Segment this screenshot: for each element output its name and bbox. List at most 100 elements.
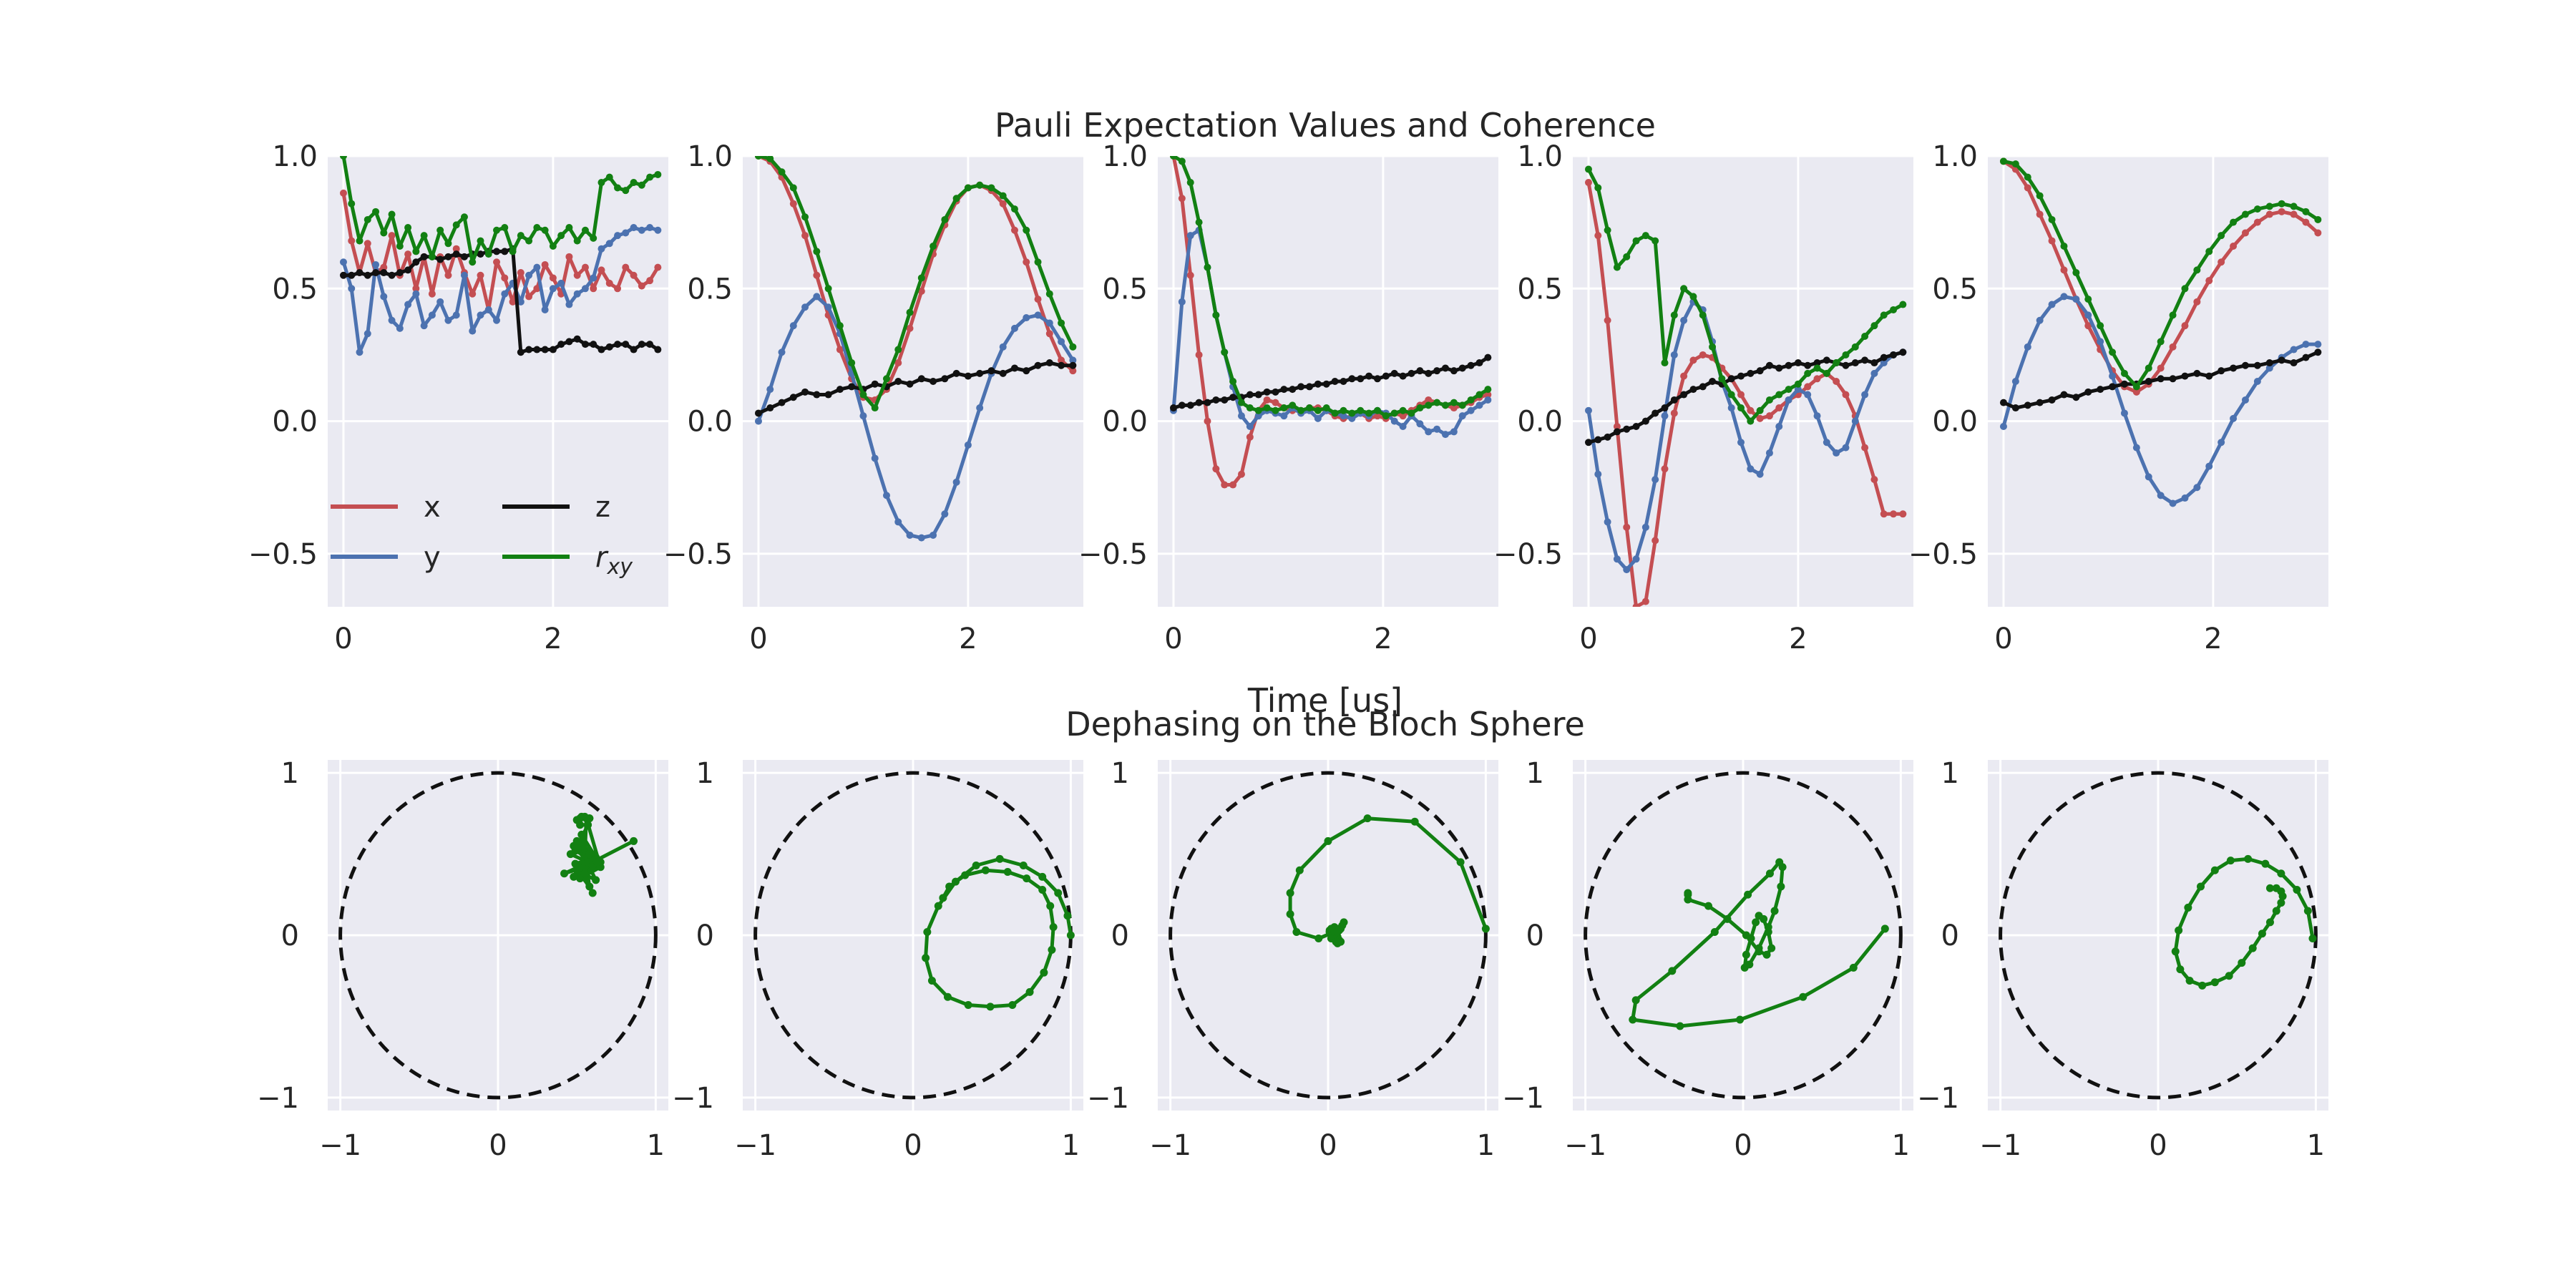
trajectory-point xyxy=(2265,918,2274,927)
point-rxy xyxy=(2302,208,2310,215)
point-rxy xyxy=(638,181,645,189)
point-rxy xyxy=(813,248,821,255)
point-x xyxy=(789,200,797,208)
point-z xyxy=(638,341,645,348)
point-rxy xyxy=(1237,399,1245,406)
point-rxy xyxy=(1450,399,1458,406)
point-rxy xyxy=(380,229,388,237)
point-rxy xyxy=(836,322,844,330)
trajectory-point xyxy=(2277,899,2285,907)
trajectory-point xyxy=(1048,945,1056,954)
point-y xyxy=(339,258,347,266)
trajectory-point xyxy=(939,894,947,902)
point-x xyxy=(573,271,581,279)
point-x xyxy=(2132,388,2140,396)
point-x xyxy=(1613,423,1621,430)
point-rxy xyxy=(557,232,565,240)
point-rxy xyxy=(1813,364,1821,372)
trajectory-point xyxy=(1332,937,1340,946)
point-x xyxy=(2084,322,2092,330)
point-z xyxy=(1785,361,1792,369)
point-y xyxy=(533,263,541,271)
x-tick-label: 0 xyxy=(1734,1129,1752,1162)
point-rxy xyxy=(1322,404,1330,412)
point-x xyxy=(364,240,371,248)
x-tick-label: −1 xyxy=(734,1129,776,1162)
point-x xyxy=(1272,399,1279,406)
point-rxy xyxy=(1699,311,1707,319)
point-x xyxy=(630,271,638,279)
y-tick-label: 0.0 xyxy=(1932,406,1978,439)
x-tick-label: −1 xyxy=(1564,1129,1606,1162)
point-x xyxy=(1212,465,1220,473)
trajectory-line xyxy=(924,857,1073,1009)
point-rxy xyxy=(590,234,597,242)
point-rxy xyxy=(1407,409,1415,417)
point-y xyxy=(2181,494,2189,502)
point-rxy xyxy=(1475,391,1483,399)
pauli-panel-4: 0 2 1.0 0.5 0.0 −0.5 xyxy=(1493,140,1913,655)
point-y xyxy=(1727,404,1735,412)
point-x xyxy=(1670,409,1678,417)
point-x xyxy=(1045,330,1053,338)
trajectory-point xyxy=(1740,963,1749,972)
y-tick-label: 1.0 xyxy=(272,140,318,173)
point-x xyxy=(493,258,501,266)
point-rxy xyxy=(1652,237,1659,245)
point-y xyxy=(412,290,420,298)
x-tick-label: 0 xyxy=(1164,623,1182,655)
point-z xyxy=(622,341,630,348)
series-line-x xyxy=(757,156,1075,402)
point-y xyxy=(404,301,412,308)
point-z xyxy=(766,404,774,412)
trajectory-point xyxy=(1286,889,1294,897)
point-y xyxy=(364,330,371,338)
plot-area xyxy=(1573,156,1913,607)
trajectory-point xyxy=(585,850,594,859)
trajectory-point xyxy=(2272,907,2280,915)
point-rxy xyxy=(1794,380,1802,388)
point-y xyxy=(2241,396,2249,404)
point-rxy xyxy=(2193,266,2201,274)
trajectory-point xyxy=(952,877,960,886)
trajectory-point xyxy=(571,859,580,868)
y-tick-label: −1 xyxy=(672,1082,714,1115)
bloch-panel-2: −1 0 1 1 0 −1 xyxy=(672,757,1083,1162)
point-y xyxy=(1458,412,1466,420)
point-rxy xyxy=(404,224,412,232)
trajectory-point xyxy=(2197,882,2205,891)
point-x xyxy=(549,274,557,282)
y-tick-label: −0.5 xyxy=(1908,538,1978,571)
point-y xyxy=(2157,492,2165,499)
point-z xyxy=(1399,372,1407,380)
point-z xyxy=(754,409,762,417)
point-y xyxy=(1467,406,1475,414)
y-tick-label: 0.5 xyxy=(1517,273,1563,306)
point-y xyxy=(952,478,960,486)
point-x xyxy=(444,271,452,279)
point-z xyxy=(1775,364,1783,372)
trajectory-point xyxy=(1363,814,1372,823)
pauli-panel-3: 0 2 1.0 0.5 0.0 −0.5 xyxy=(1078,140,1498,655)
trajectory-point xyxy=(1019,861,1028,869)
trajectory-point xyxy=(1054,889,1063,897)
trajectory-point xyxy=(1723,914,1732,923)
point-z xyxy=(1373,375,1381,383)
point-z xyxy=(597,346,605,353)
point-y xyxy=(1870,369,1878,377)
point-y xyxy=(605,240,613,248)
point-z xyxy=(549,346,557,353)
trajectory-point xyxy=(1765,869,1774,878)
point-x xyxy=(1263,396,1271,404)
point-x xyxy=(1204,417,1211,425)
trajectory-point xyxy=(1038,872,1047,881)
point-rxy xyxy=(484,250,492,258)
x-tick-label: 2 xyxy=(2204,623,2222,655)
series-line-z xyxy=(757,361,1073,415)
time-axis-label: Time [us] xyxy=(1247,681,1402,720)
point-z xyxy=(1357,375,1365,383)
series-line-y xyxy=(341,225,659,354)
trajectory-point xyxy=(1025,987,1034,996)
point-y xyxy=(1280,412,1288,420)
